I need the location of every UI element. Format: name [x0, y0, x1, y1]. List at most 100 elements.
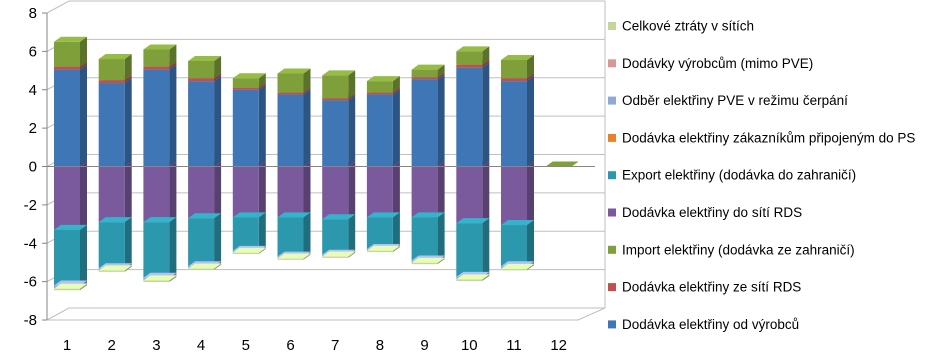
x-tick-label: 11: [506, 337, 522, 354]
bar-segment: Dodávka elektřiny od výrobců (7): [322, 95, 356, 167]
x-tick-label: 12: [550, 337, 567, 354]
bar-segment: Dodávka elektřiny do sítí RDS (1): [54, 161, 87, 230]
legend-label: Dodávky výrobcům (mimo PVE): [622, 56, 813, 71]
gridline: [46, 38, 605, 52]
bar-segment: Import elektřiny (dodávka ze zahraničí) …: [322, 70, 356, 99]
bar-segment: Dodávka elektřiny do sítí RDS (7): [322, 161, 356, 220]
bar-segment: Import elektřiny (dodávka ze zahraničí) …: [188, 55, 222, 79]
legend-label: Dodávka elektřiny zákazníkům připojeným …: [622, 130, 915, 145]
y-tick-label: 8: [29, 5, 37, 22]
bar-segment: Import elektřiny (dodávka ze zahraničí) …: [456, 46, 490, 65]
gridline: [46, 0, 605, 14]
bar-segment: Dodávka elektřiny od výrobců (5): [232, 84, 266, 167]
y-tick-label: -6: [24, 274, 37, 291]
bar-segment: Export elektřiny (dodávka do zahraničí) …: [501, 220, 534, 267]
legend-swatch: [608, 283, 616, 292]
x-tick-label: 6: [286, 337, 294, 354]
bar-segment: Dodávka elektřiny do sítí RDS (10): [456, 161, 490, 224]
bar-segment: Celkové ztráty v sítích (6): [277, 253, 311, 260]
legend-swatch: [608, 59, 616, 68]
bar-segment: Dodávka elektřiny do sítí RDS (6): [277, 161, 311, 218]
bar-segment: Export elektřiny (dodávka do zahraničí) …: [411, 212, 445, 261]
bar-segment: Dodávka elektřiny od výrobců (2): [98, 78, 132, 167]
bar-segment: Export elektřiny (dodávka do zahraničí) …: [143, 217, 177, 278]
bar-segment: Dodávka elektřiny od výrobců (10): [456, 62, 490, 167]
y-tick-label: 2: [29, 120, 37, 137]
bar-segment: Dodávka elektřiny do sítí RDS (9): [411, 161, 445, 218]
bars-layer: Dodávka elektřiny do sítí RDS (1)Export …: [54, 36, 579, 291]
legend-label: Export elektřiny (dodávka do zahraničí): [622, 168, 856, 183]
legend: Celkové ztráty v sítích Dodávky výrobcům …: [608, 19, 915, 332]
legend-item: Celkové ztráty v sítích: [608, 19, 754, 34]
legend-item: Odběr elektřiny PVE v režimu čerpání: [608, 93, 848, 108]
legend-swatch: [608, 171, 616, 180]
bar-segment: Export elektřiny (dodávka do zahraničí) …: [322, 214, 356, 255]
legend-label: Dodávka elektřiny do sítí RDS: [622, 205, 802, 220]
bar-segment: Celkové ztráty v sítích (3): [143, 275, 177, 283]
bar-segment: Celkové ztráty v sítích (2): [98, 265, 132, 272]
bar-segment: Import elektřiny (dodávka ze zahraničí) …: [411, 64, 445, 78]
bar-segment: Dodávka elektřiny do sítí RDS (2): [98, 161, 132, 223]
x-tick-label: 4: [197, 337, 205, 354]
bar-segment: Celkové ztráty v sítích (11): [501, 263, 534, 271]
legend-item: Dodávka elektřiny zákazníkům připojeným …: [608, 130, 915, 145]
legend-item: Dodávka elektřiny ze sítí RDS: [608, 280, 801, 295]
legend-swatch: [608, 320, 616, 329]
x-tick-label: 8: [376, 337, 384, 354]
bar-segment: Dodávka elektřiny do sítí RDS (4): [188, 161, 222, 219]
bar-segment: Dodávka elektřiny od výrobců (8): [366, 89, 400, 167]
bar-segment: Dodávka elektřiny do sítí RDS (8): [366, 161, 400, 218]
bar-segment: Celkové ztráty v sítích (5): [232, 247, 266, 254]
gridline: [46, 307, 605, 321]
bar-segment: Dodávka elektřiny od výrobců (3): [143, 64, 177, 167]
bar-segment: Celkové ztráty v sítích (10): [456, 274, 490, 282]
bar-segment: Dodávka elektřiny od výrobců (9): [411, 74, 445, 167]
legend-item: Import elektřiny (dodávka ze zahraničí): [608, 242, 855, 257]
x-tick-label: 1: [63, 337, 71, 354]
bar-segment: Import elektřiny (dodávka ze zahraničí) …: [501, 55, 534, 79]
bar-segment: Import elektřiny (dodávka ze zahraničí) …: [232, 73, 266, 88]
bar-segment: Celkové ztráty v sítích (4): [188, 263, 222, 270]
bar-segment: Dodávka elektřiny do sítí RDS (5): [232, 161, 266, 218]
legend-label: Dodávka elektřiny ze sítí RDS: [622, 280, 801, 295]
bar-segment: Import elektřiny (dodávka ze zahraničí) …: [98, 54, 132, 81]
bar-segment: Import elektřiny (dodávka ze zahraničí) …: [54, 36, 87, 67]
bar-segment: Dodávka elektřiny od výrobců (6): [277, 89, 311, 167]
bar-segment: Export elektřiny (dodávka do zahraničí) …: [98, 217, 132, 269]
bar-segment: Export elektřiny (dodávka do zahraničí) …: [366, 212, 400, 250]
bar-empty: [545, 161, 579, 167]
bar-segment: Celkové ztráty v sítích (1): [54, 283, 87, 291]
legend-label: Celkové ztráty v sítích: [622, 19, 754, 34]
bar-segment: Dodávka elektřiny od výrobců (1): [54, 64, 87, 167]
y-tick-label: 6: [29, 43, 37, 60]
legend-label: Import elektřiny (dodávka ze zahraničí): [622, 242, 855, 257]
bar-segment: Dodávka elektřiny od výrobců (4): [188, 76, 222, 167]
y-tick-label: -8: [24, 312, 37, 329]
bar-segment: Dodávka elektřiny do sítí RDS (3): [143, 161, 177, 223]
y-tick-label: -4: [24, 235, 37, 252]
y-tick-label: 0: [29, 159, 37, 176]
legend-swatch: [608, 133, 616, 142]
x-tick-label: 2: [108, 337, 116, 354]
x-tick-label: 5: [242, 337, 250, 354]
x-tick-label: 7: [331, 337, 339, 354]
legend-swatch: [608, 245, 616, 254]
legend-item: Dodávky výrobcům (mimo PVE): [608, 56, 813, 71]
y-tick-label: -2: [24, 197, 37, 214]
legend-item: Dodávka elektřiny od výrobců: [608, 317, 799, 332]
bar-segment: Export elektřiny (dodávka do zahraničí) …: [54, 224, 87, 286]
bar-segment: Dodávka elektřiny od výrobců (11): [501, 76, 534, 167]
bar-segment: Import elektřiny (dodávka ze zahraničí) …: [143, 44, 177, 67]
legend-item: Export elektřiny (dodávka do zahraničí): [608, 168, 856, 183]
x-tick-label: 10: [461, 337, 478, 354]
bar-segment: Import elektřiny (dodávka ze zahraničí) …: [366, 76, 400, 93]
bar-segment: Import elektřiny (dodávka ze zahraničí) …: [277, 68, 311, 93]
bar-segment: Export elektřiny (dodávka do zahraničí) …: [456, 218, 490, 277]
floor-right-edge: [577, 307, 606, 321]
bar-segment: Export elektřiny (dodávka do zahraničí) …: [277, 212, 311, 257]
bar-segment: Celkové ztráty v sítích (8): [366, 245, 400, 253]
legend-swatch: [608, 22, 616, 30]
legend-label: Dodávka elektřiny od výrobců: [622, 317, 799, 332]
bar-segment: Dodávka elektřiny do sítí RDS (11): [501, 161, 534, 226]
